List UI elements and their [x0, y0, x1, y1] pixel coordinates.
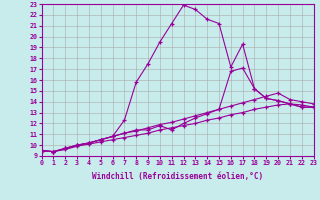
X-axis label: Windchill (Refroidissement éolien,°C): Windchill (Refroidissement éolien,°C): [92, 172, 263, 181]
